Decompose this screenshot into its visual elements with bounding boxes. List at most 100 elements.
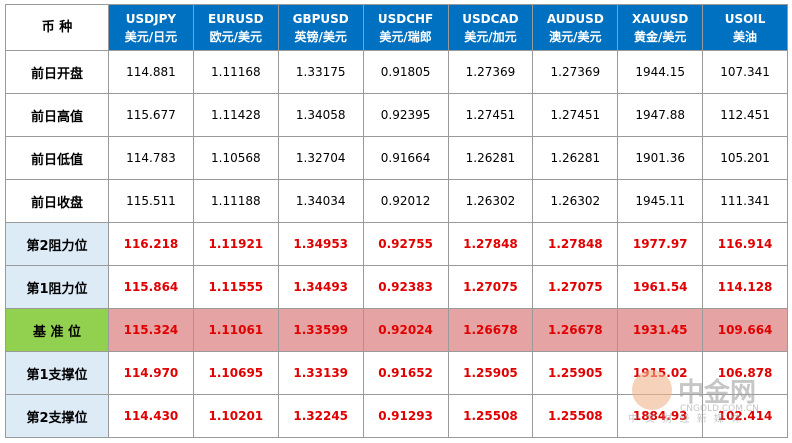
currency-name: 英镑/美元: [294, 29, 347, 44]
column-header: XAUUSD 黄金/美元: [617, 4, 704, 51]
value-cell: 1.32245: [277, 394, 364, 438]
value-cell: 0.91293: [362, 394, 449, 438]
value-cell: 1.11921: [192, 222, 279, 266]
column-header: USDCAD 美元/加元: [447, 4, 534, 51]
value-cell: 116.218: [108, 222, 194, 266]
row-label: 第2阻力位: [5, 222, 109, 266]
value-cell: 1.26302: [532, 179, 619, 223]
value-cell: 1.25905: [447, 351, 534, 395]
value-cell: 105.201: [702, 136, 788, 180]
value-cell: 1.34034: [277, 179, 364, 223]
column-header: USOIL 美油: [702, 4, 788, 51]
value-cell: 1.11555: [192, 265, 279, 309]
row-label: 前日高值: [5, 93, 109, 137]
value-cell: 114.430: [108, 394, 194, 438]
value-cell: 1.25508: [532, 394, 619, 438]
currency-name: 澳元/美元: [549, 29, 602, 44]
value-cell: 114.881: [108, 50, 194, 94]
value-cell: 0.91652: [362, 351, 449, 395]
table-row: 前日开盘 114.881 1.11168 1.33175 0.91805 1.27369 1…: [5, 50, 788, 94]
row-label: 第1阻力位: [5, 265, 109, 309]
value-cell: 0.92383: [362, 265, 449, 309]
table-row: 前日低值 114.783 1.10568 1.32704 0.91664 1.26281 1…: [5, 136, 788, 180]
table-row: 第2阻力位 116.218 1.11921 1.34953 0.92755 1.27848…: [5, 222, 788, 266]
value-cell: 1.25508: [447, 394, 534, 438]
value-cell: 1.33175: [277, 50, 364, 94]
value-cell: 115.677: [108, 93, 194, 137]
quote-table: 币 种 USDJPY 美元/日元 EURUSD 欧元/美元 GBPUSD 英镑/美元 USD…: [5, 4, 788, 438]
value-cell: 1.26678: [447, 308, 534, 352]
value-cell: 116.914: [702, 222, 788, 266]
value-cell: 102.414: [702, 394, 788, 438]
value-cell: 1.10568: [192, 136, 279, 180]
value-cell: 1.27451: [532, 93, 619, 137]
column-header: AUDUSD 澳元/美元: [532, 4, 619, 51]
value-cell: 1.27848: [532, 222, 619, 266]
currency-code: USDCAD: [462, 11, 519, 26]
value-cell: 1.27075: [447, 265, 534, 309]
value-cell: 1.27848: [447, 222, 534, 266]
value-cell: 1961.54: [617, 265, 704, 309]
currency-name: 黄金/美元: [633, 29, 687, 44]
table-row: 基 准 位 115.324 1.11061 1.33599 0.92024 1.26678…: [5, 308, 788, 352]
value-cell: 114.128: [702, 265, 788, 309]
currency-code: USOIL: [724, 11, 766, 26]
row-label: 前日开盘: [5, 50, 109, 94]
value-cell: 1.27075: [532, 265, 619, 309]
value-cell: 111.341: [702, 179, 788, 223]
currency-name: 美元/日元: [124, 29, 178, 44]
value-cell: 112.451: [702, 93, 788, 137]
value-cell: 109.664: [702, 308, 788, 352]
value-cell: 1977.97: [617, 222, 704, 266]
value-cell: 1947.88: [617, 93, 704, 137]
currency-code: GBPUSD: [292, 11, 349, 26]
value-cell: 1901.36: [617, 136, 704, 180]
value-cell: 1.26678: [532, 308, 619, 352]
value-cell: 1945.11: [617, 179, 704, 223]
value-cell: 1.32704: [277, 136, 364, 180]
value-cell: 0.92012: [362, 179, 449, 223]
value-cell: 1.34493: [277, 265, 364, 309]
value-cell: 0.92395: [362, 93, 449, 137]
value-cell: 1931.45: [617, 308, 704, 352]
value-cell: 1.33139: [277, 351, 364, 395]
row-label: 第2支撑位: [5, 394, 109, 438]
header-row: 币 种 USDJPY 美元/日元 EURUSD 欧元/美元 GBPUSD 英镑/美元 USD…: [5, 4, 788, 51]
value-cell: 1.26302: [447, 179, 534, 223]
currency-code: XAUUSD: [632, 11, 689, 26]
value-cell: 1915.02: [617, 351, 704, 395]
value-cell: 1944.15: [617, 50, 704, 94]
value-cell: 1.10201: [192, 394, 279, 438]
value-cell: 1.26281: [532, 136, 619, 180]
value-cell: 1.10695: [192, 351, 279, 395]
value-cell: 1884.93: [617, 394, 704, 438]
currency-name: 欧元/美元: [209, 29, 262, 44]
value-cell: 115.864: [108, 265, 194, 309]
currency-name: 美油: [733, 29, 758, 44]
currency-code: USDCHF: [377, 11, 434, 26]
value-cell: 106.878: [702, 351, 788, 395]
value-cell: 1.27451: [447, 93, 534, 137]
column-header: USDCHF 美元/瑞郎: [362, 4, 449, 51]
value-cell: 1.11168: [192, 50, 279, 94]
table-row: 第1支撑位 114.970 1.10695 1.33139 0.91652 1.25905…: [5, 351, 788, 395]
value-cell: 115.511: [108, 179, 194, 223]
value-cell: 1.11061: [192, 308, 279, 352]
row-label: 基 准 位: [5, 308, 109, 352]
currency-code: EURUSD: [208, 11, 264, 26]
value-cell: 1.27369: [447, 50, 534, 94]
value-cell: 1.33599: [277, 308, 364, 352]
value-cell: 1.26281: [447, 136, 534, 180]
value-cell: 0.91805: [362, 50, 449, 94]
value-cell: 1.11188: [192, 179, 279, 223]
value-cell: 1.34058: [277, 93, 364, 137]
row-label: 第1支撑位: [5, 351, 109, 395]
table-row: 第2支撑位 114.430 1.10201 1.32245 0.91293 1.25508…: [5, 394, 788, 438]
value-cell: 0.92755: [362, 222, 449, 266]
row-label: 前日低值: [5, 136, 109, 180]
value-cell: 114.783: [108, 136, 194, 180]
table-row: 前日收盘 115.511 1.11188 1.34034 0.92012 1.26302 1…: [5, 179, 788, 223]
row-label: 前日收盘: [5, 179, 109, 223]
value-cell: 107.341: [702, 50, 788, 94]
currency-name: 美元/瑞郎: [379, 29, 432, 44]
